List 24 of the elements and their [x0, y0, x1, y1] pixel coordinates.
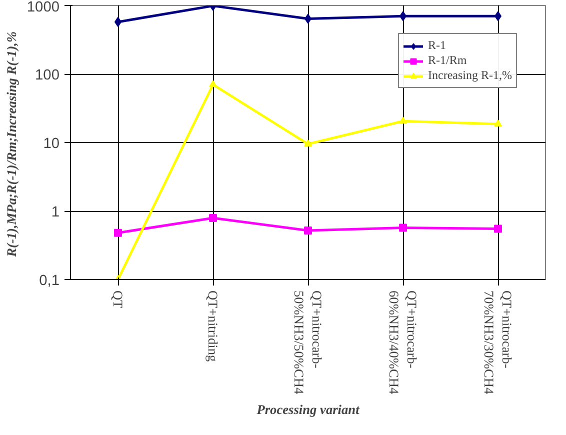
- point: [209, 80, 217, 88]
- point: [494, 224, 502, 233]
- x-tick-label: QT+nitrocarb- 60%NH3/40%CH4: [386, 290, 420, 394]
- x-tick-label: QT+nitrocarb- 50%NH3/50%CH4: [292, 290, 324, 394]
- point: [304, 139, 312, 147]
- y-tick-label: 0,1: [39, 273, 60, 289]
- point: [399, 116, 407, 124]
- point: [304, 226, 312, 234]
- x-tick-label: QT+nitrocarb- 70%NH3/30%CH4: [482, 290, 514, 394]
- point: [209, 214, 217, 222]
- y-tick-label: 10: [43, 136, 60, 152]
- y-tick-label: 1000: [26, 0, 60, 16]
- y-axis-title: R(-1),MPa;R(-1)/Rm;Increasing R(-1),%: [4, 31, 19, 258]
- x-axis-title: Processing variant: [256, 402, 361, 418]
- legend-label: R-1/Rm: [428, 53, 467, 68]
- point: [114, 228, 122, 237]
- x-tick-label: QT+nitriding: [206, 290, 220, 362]
- point: [399, 224, 407, 232]
- legend-label: Increasing R-1,%: [428, 68, 512, 83]
- legend-label: R-1: [428, 38, 448, 53]
- x-tick-label: QT: [110, 290, 126, 308]
- point: [494, 119, 502, 127]
- y-tick-label: 1: [51, 204, 60, 220]
- y-tick-label: 100: [35, 68, 60, 84]
